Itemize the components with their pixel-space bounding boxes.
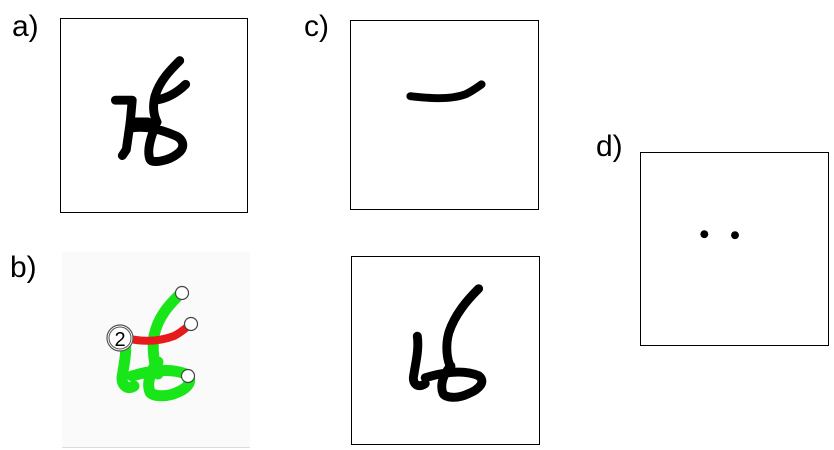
panel-c-top-image (350, 20, 539, 210)
stroke-endpoint-marker (180, 368, 196, 384)
dots-glyph (700, 230, 739, 240)
remaining-strokes-glyph (408, 284, 487, 402)
stroke-order-number: 2 (114, 329, 125, 351)
stroke-endpoint-marker (183, 316, 199, 332)
stroke-order-badge (106, 324, 134, 352)
handwritten-character-glyph (110, 56, 191, 166)
stroke-endpoint-marker (174, 285, 190, 301)
stroke-order-diagram: 2 (106, 285, 199, 402)
panel-c-bottom-image (351, 256, 540, 445)
panel-a-label: a) (12, 10, 39, 43)
panel-b-bottom-edge (62, 447, 250, 448)
panel-a-character-image (60, 18, 248, 213)
dot-left (700, 230, 709, 239)
panel-b-label: b) (10, 251, 37, 284)
dot-right (731, 231, 739, 240)
panel-b-stroke-order-image: 2 (62, 252, 250, 448)
panel-d-label: d) (596, 130, 623, 163)
panel-c-label: c) (304, 10, 329, 43)
panel-d-image (640, 152, 829, 346)
single-stroke-glyph (406, 80, 486, 103)
